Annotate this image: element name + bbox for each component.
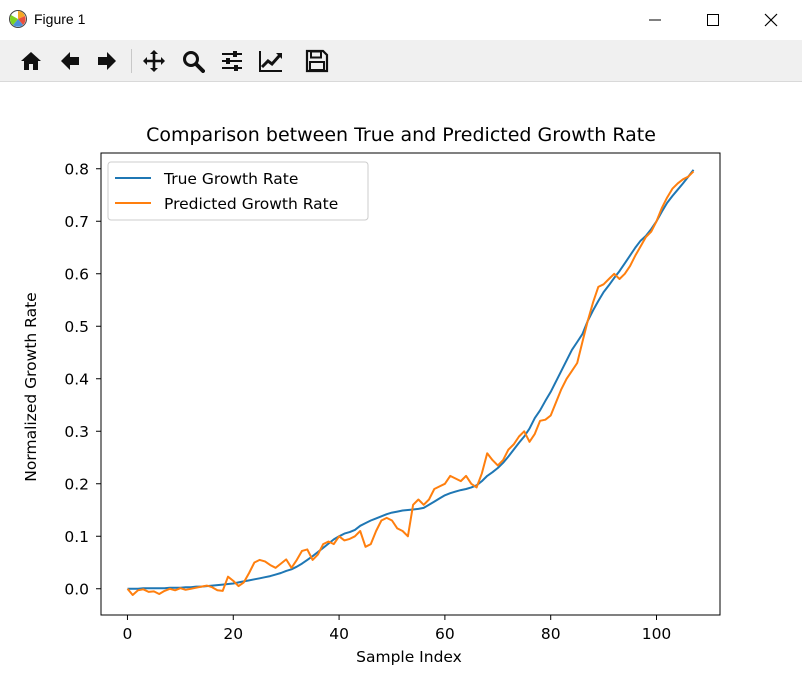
home-button[interactable] <box>16 46 46 76</box>
series-line-predicted <box>126 170 695 596</box>
legend-label-true: True Growth Rate <box>163 170 298 188</box>
save-button[interactable] <box>302 46 332 76</box>
y-tick-label: 0.5 <box>64 318 89 336</box>
save-floppy-icon <box>305 49 329 73</box>
y-tick-label: 0.1 <box>64 528 89 546</box>
toolbar-separator <box>131 49 132 73</box>
matplotlib-app-icon <box>9 10 27 28</box>
minimize-icon <box>649 19 661 21</box>
x-tick-label: 20 <box>223 625 243 643</box>
legend: True Growth Rate Predicted Growth Rate <box>107 161 369 221</box>
y-tick-label: 0.4 <box>64 370 89 388</box>
x-tick-label: 100 <box>642 625 672 643</box>
plot-area: 0 20 40 60 80 1000.00.10.20.30.40.50.60.70.8 … <box>64 152 721 643</box>
series-line-true <box>127 169 695 590</box>
figure-canvas[interactable]: Comparison between True and Predicted Gr… <box>0 82 802 682</box>
configure-subplots-button[interactable] <box>217 46 247 76</box>
legend-box <box>107 161 369 221</box>
edit-axis-button[interactable] <box>255 46 285 76</box>
back-arrow-icon <box>61 52 79 70</box>
y-tick-label: 0.3 <box>64 423 89 441</box>
back-button[interactable] <box>55 46 85 76</box>
forward-arrow-icon <box>98 52 116 70</box>
y-tick-label: 0.6 <box>64 265 89 283</box>
configure-subplots-icon <box>222 51 242 71</box>
zoom-button[interactable] <box>178 46 208 76</box>
zoom-magnifier-icon <box>183 51 205 73</box>
window-title: Figure 1 <box>34 11 86 27</box>
window-titlebar: Figure 1 <box>0 0 802 40</box>
y-tick-label: 0.2 <box>64 475 89 493</box>
axes-frame <box>100 152 721 616</box>
y-tick-label: 0.8 <box>64 160 89 178</box>
x-tick-label: 0 <box>123 625 133 643</box>
minimize-button[interactable] <box>626 0 684 40</box>
maximize-icon <box>707 14 719 26</box>
maximize-button[interactable] <box>684 0 742 40</box>
x-tick-label: 80 <box>541 625 561 643</box>
y-tick-label: 0.0 <box>64 580 89 598</box>
pan-button[interactable] <box>139 46 169 76</box>
x-tick-label: 40 <box>329 625 349 643</box>
y-tick-label: 0.7 <box>64 213 89 231</box>
close-icon <box>764 13 778 27</box>
close-button[interactable] <box>742 0 800 40</box>
chart-title: Comparison between True and Predicted Gr… <box>146 124 656 146</box>
navigation-toolbar <box>0 40 802 82</box>
forward-button[interactable] <box>92 46 122 76</box>
edit-axis-icon <box>259 51 282 72</box>
x-axis-label: Sample Index <box>356 648 462 666</box>
pan-move-icon <box>143 50 165 72</box>
x-tick-label: 60 <box>435 625 455 643</box>
home-icon <box>21 52 41 70</box>
legend-label-predicted: Predicted Growth Rate <box>164 195 338 213</box>
